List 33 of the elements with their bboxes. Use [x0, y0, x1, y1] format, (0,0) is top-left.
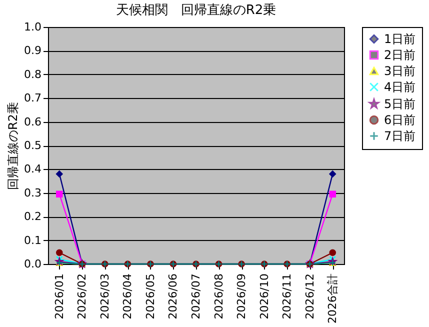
- x-tick-label: 2026/08: [212, 274, 226, 320]
- legend-label: 1日前: [384, 32, 416, 46]
- x-tick-label: 2026/10: [258, 274, 271, 320]
- y-tick-label: 1.0: [24, 20, 42, 34]
- y-tick-label: 0.2: [24, 210, 42, 224]
- y-tick-label: 0.5: [24, 139, 42, 152]
- y-tick-label: 0.7: [24, 92, 42, 105]
- chart-title: 天候相関 回帰直線のR2乗: [116, 3, 276, 18]
- y-axis-title: 回帰直線のR2乗: [6, 102, 20, 190]
- legend-label: 4日前: [384, 80, 416, 94]
- y-tick-label: 0.3: [24, 186, 42, 200]
- y-tick-label: 0.8: [24, 68, 42, 81]
- y-tick-label: 0.0: [24, 258, 42, 270]
- x-tick-label: 2026/09: [235, 274, 248, 320]
- legend-label: 2日前: [384, 48, 416, 62]
- x-tick-label: 2026/06: [166, 274, 180, 320]
- x-tick-label: 2026/07: [190, 274, 202, 320]
- y-tick-label: 0.6: [24, 115, 42, 128]
- y-tick-label: 0.1: [24, 234, 42, 247]
- x-tick-label: 2026/11: [280, 274, 294, 320]
- x-tick-label: 2026/02: [76, 274, 89, 320]
- x-tick-label: 2026/04: [121, 274, 134, 320]
- legend-label: 6日前: [384, 113, 416, 127]
- legend-label: 3日前: [384, 64, 416, 78]
- y-tick-label: 0.9: [24, 44, 42, 58]
- x-tick-label: 2026合計: [326, 274, 340, 324]
- x-tick-label: 2026/05: [144, 274, 157, 320]
- x-tick-label: 2026/01: [52, 274, 66, 320]
- y-tick-label: 0.4: [24, 162, 42, 176]
- legend-label: 7日前: [384, 129, 416, 143]
- x-tick-label: 2026/03: [98, 274, 112, 320]
- x-tick-label: 2026/12: [303, 274, 316, 320]
- legend-label: 5日前: [384, 97, 416, 111]
